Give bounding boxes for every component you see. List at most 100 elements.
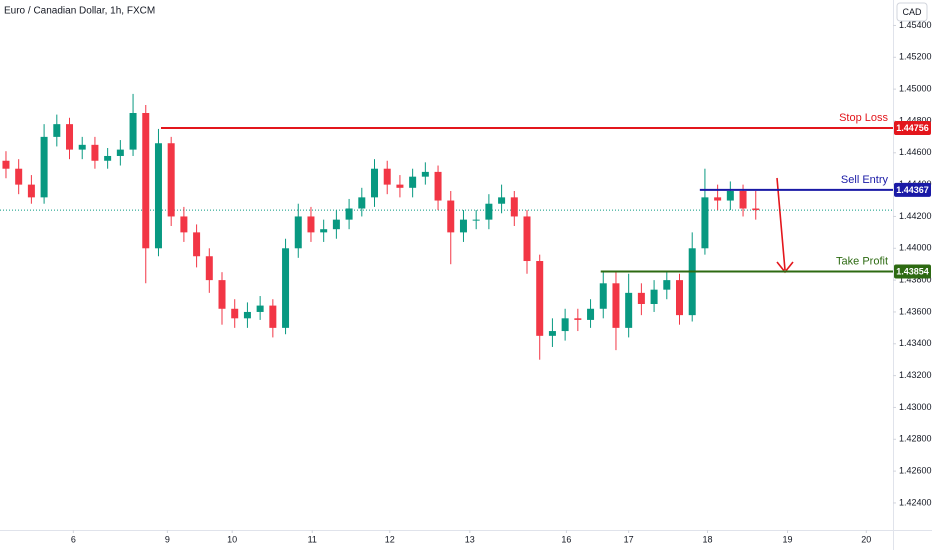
y-tick-label: 1.43600 — [899, 306, 932, 316]
candle-body — [345, 208, 353, 220]
candle-body — [739, 190, 747, 209]
y-tick-label: 1.44800 — [899, 115, 932, 125]
y-tick-label: 1.43000 — [899, 402, 932, 412]
candle-body — [663, 280, 671, 290]
x-tick-label: 17 — [624, 534, 634, 544]
level-name: Sell Entry — [841, 174, 889, 186]
candle-body — [421, 171, 429, 177]
y-tick-label: 1.42400 — [899, 497, 932, 507]
candle-body — [15, 168, 23, 185]
candle-body — [358, 197, 366, 209]
level-price-label: 1.44367 — [896, 185, 929, 195]
candle-body — [752, 208, 760, 211]
y-tick-label: 1.42800 — [899, 434, 932, 444]
x-tick-label: 16 — [561, 534, 571, 544]
candle-body — [472, 219, 480, 221]
y-tick-label: 1.43200 — [899, 370, 932, 380]
candle-body — [714, 197, 722, 201]
x-tick-label: 18 — [702, 534, 712, 544]
candle-body — [688, 248, 696, 316]
level-price-box — [894, 182, 931, 197]
candle-body — [142, 113, 150, 249]
x-tick-label: 11 — [308, 534, 317, 544]
x-tick-label: 12 — [385, 534, 395, 544]
chart-title: Euro / Canadian Dollar, 1h, FXCM — [4, 6, 155, 17]
x-tick-label: 6 — [71, 534, 76, 544]
candle-body — [371, 168, 379, 198]
candle-body — [193, 232, 201, 257]
currency-button[interactable] — [896, 2, 928, 22]
candle-body — [676, 280, 684, 316]
candle-body — [434, 171, 442, 201]
candle-body — [27, 184, 35, 198]
candle-body — [637, 292, 645, 304]
candle-body — [40, 136, 48, 198]
candle-body — [129, 113, 137, 150]
level-price-label: 1.43854 — [896, 266, 929, 276]
x-tick-label: 20 — [861, 534, 871, 544]
candle-body — [243, 311, 251, 319]
candle-body — [523, 216, 531, 262]
candle-body — [396, 184, 404, 188]
candle-body — [485, 203, 493, 220]
candle-body — [256, 305, 264, 312]
x-tick-label: 9 — [165, 534, 170, 544]
x-tick-label: 13 — [465, 534, 475, 544]
candle-body — [154, 143, 162, 249]
candle-body — [116, 149, 124, 156]
candle-body — [320, 229, 328, 233]
candle-body — [599, 283, 607, 309]
candle-body — [91, 144, 99, 161]
candle-body — [612, 283, 620, 328]
candle-body — [180, 216, 188, 233]
candle-body — [548, 331, 556, 336]
candle-body — [307, 216, 315, 233]
candle-body — [459, 219, 467, 233]
candle-body — [231, 308, 239, 319]
level-price-box — [894, 120, 931, 135]
x-tick-label: 19 — [783, 534, 793, 544]
candle-body — [66, 124, 74, 150]
candle-body — [587, 308, 595, 320]
y-tick-label: 1.43400 — [899, 338, 932, 348]
candle-body — [701, 197, 709, 249]
level-price-label: 1.44756 — [896, 123, 929, 133]
candle-body — [218, 280, 226, 309]
currency-label[interactable]: CAD — [902, 7, 922, 17]
candle-body — [332, 219, 340, 230]
candle-body — [104, 155, 112, 161]
y-tick-label: 1.43800 — [899, 274, 932, 284]
y-tick-label: 1.45000 — [899, 84, 932, 94]
candle-body — [205, 256, 213, 281]
candle-body — [282, 248, 290, 328]
y-tick-label: 1.45200 — [899, 52, 932, 62]
candle-body — [167, 143, 175, 217]
candle-body — [510, 197, 518, 217]
candle-body — [726, 190, 734, 201]
candle-body — [574, 318, 582, 320]
candle-body — [78, 144, 86, 150]
y-tick-label: 1.42600 — [899, 465, 932, 475]
candle-body — [53, 124, 61, 137]
candle-body — [383, 168, 391, 185]
candle-body — [269, 305, 277, 328]
candle-body — [447, 200, 455, 233]
candle-body — [625, 292, 633, 328]
candle-body — [536, 261, 544, 336]
candle-body — [498, 197, 506, 204]
candle-body — [561, 318, 569, 332]
candle-body — [2, 160, 10, 169]
y-tick-label: 1.44000 — [899, 243, 932, 253]
candle-body — [650, 289, 658, 304]
x-tick-label: 10 — [227, 534, 237, 544]
y-tick-label: 1.45400 — [899, 20, 932, 30]
level-name: Take Profit — [836, 255, 888, 267]
candle-body — [294, 216, 302, 249]
level-price-box — [894, 264, 931, 279]
level-name: Stop Loss — [839, 112, 888, 124]
candle-body — [409, 176, 417, 188]
y-tick-label: 1.44600 — [899, 147, 932, 157]
